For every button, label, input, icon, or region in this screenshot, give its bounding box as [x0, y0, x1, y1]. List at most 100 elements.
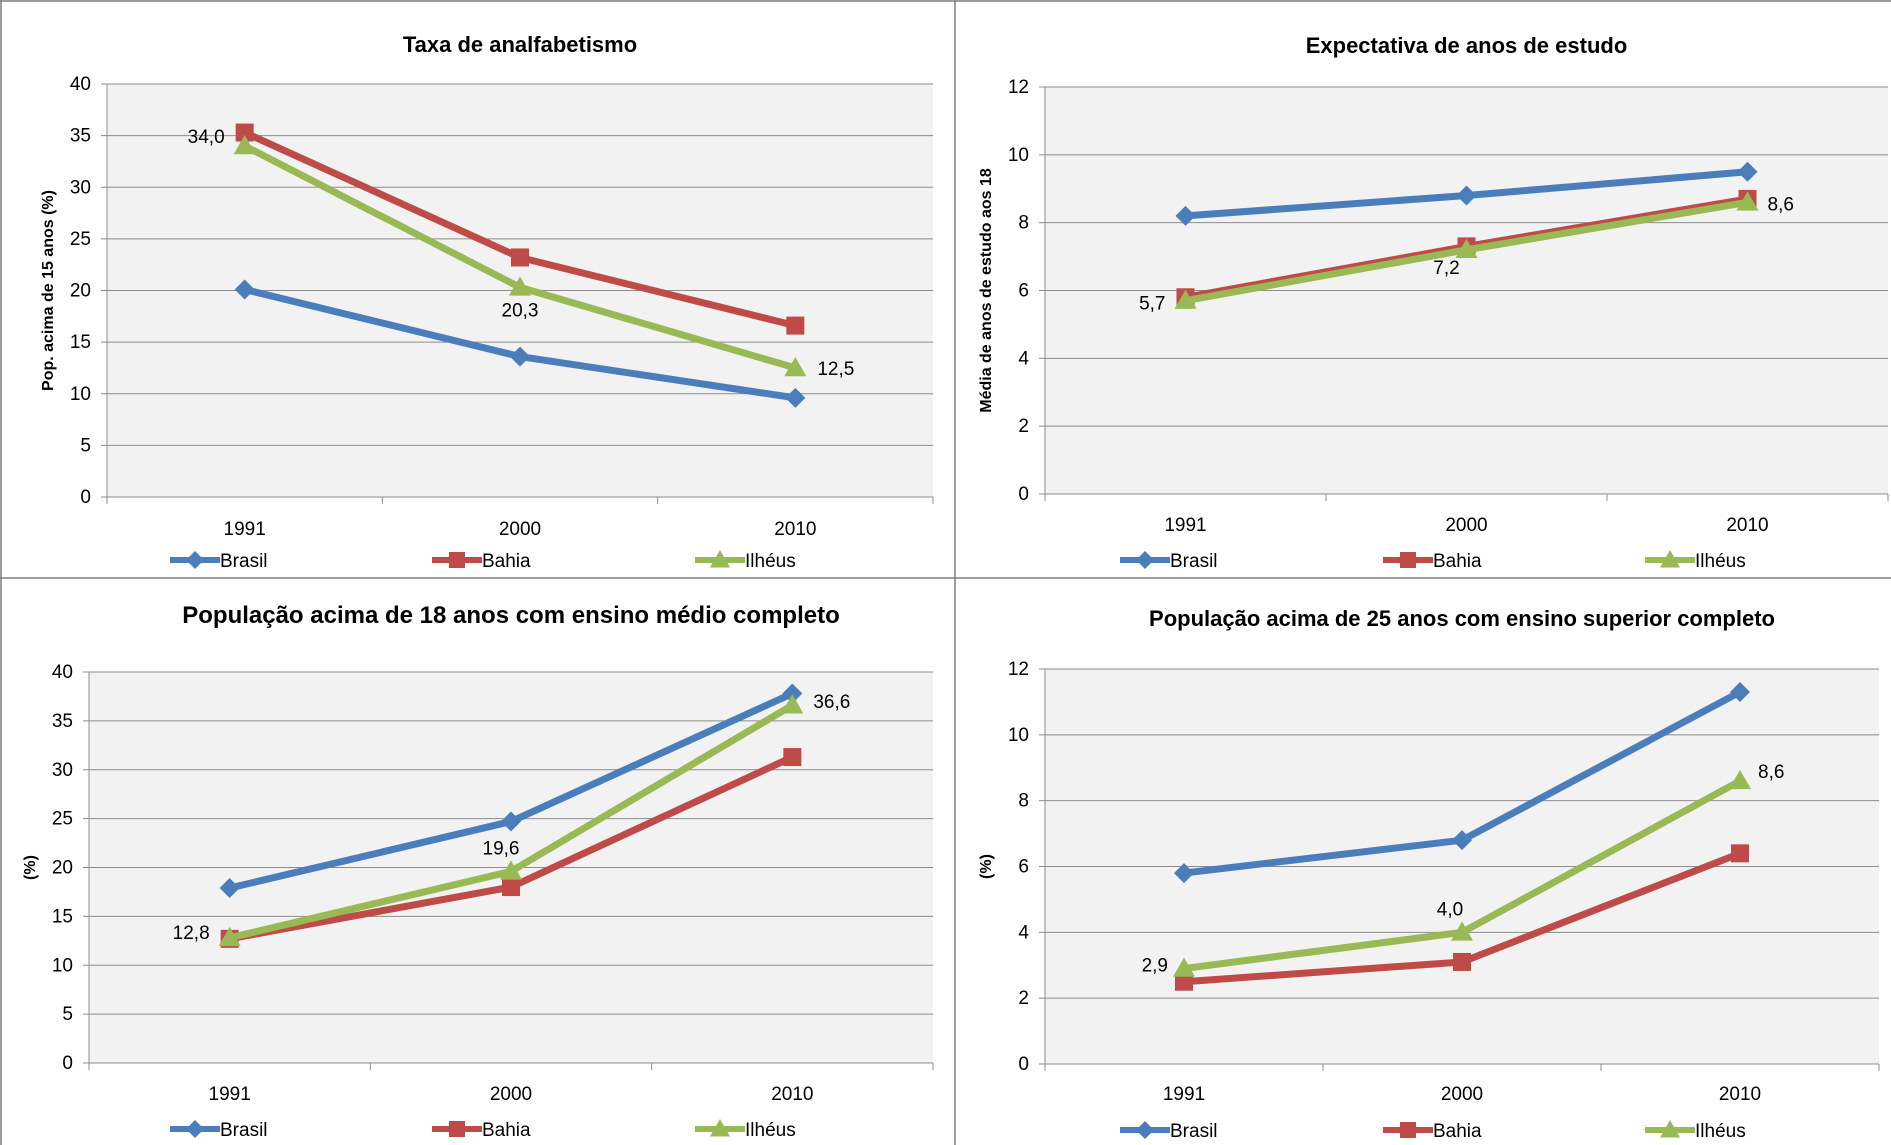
data-point — [782, 683, 803, 704]
y-tick-label: 4 — [1018, 348, 1029, 369]
legend-item-ilhéus: Ilhéus — [1645, 1120, 1746, 1142]
legend-item-bahia: Bahia — [1383, 551, 1482, 572]
legend-marker — [449, 1121, 465, 1137]
legend-item-ilhéus: Ilhéus — [695, 1119, 796, 1141]
y-tick-label: 0 — [1018, 484, 1029, 505]
data-label: 4,0 — [1437, 899, 1463, 920]
legend-marker — [1660, 1120, 1680, 1138]
data-point — [786, 316, 805, 335]
data-point — [501, 811, 521, 832]
y-tick-label: 30 — [52, 760, 73, 781]
y-tick-label: 10 — [52, 955, 73, 976]
data-point — [1731, 844, 1749, 863]
y-tick-label: 35 — [52, 711, 73, 732]
legend-item-bahia: Bahia — [432, 551, 531, 572]
legend-label: Brasil — [1170, 551, 1218, 572]
legend-item-ilhéus: Ilhéus — [695, 550, 796, 572]
y-tick-label: 15 — [52, 906, 73, 927]
data-point — [1736, 191, 1759, 211]
y-axis-label: Média de anos de estudo aos 18 — [978, 168, 995, 413]
data-point — [234, 279, 255, 300]
x-tick-label: 2010 — [771, 1084, 813, 1105]
data-point — [1174, 289, 1197, 309]
chart-title: Taxa de analfabetismo — [403, 32, 637, 57]
chart-panel-expected-schooling: 0 2 4 6 8 10 12 1991 2000 2010 Expectativa de anos… — [955, 0, 1891, 578]
y-tick-label: 25 — [70, 229, 91, 250]
y-tick-label: 20 — [52, 858, 73, 879]
series-ilhéus — [233, 134, 807, 377]
data-point — [784, 356, 807, 377]
legend-marker — [1136, 1121, 1154, 1139]
data-label: 12,5 — [817, 359, 854, 380]
data-point — [1451, 921, 1473, 941]
x-tick-label: 1991 — [1164, 515, 1206, 536]
y-tick-label: 8 — [1018, 213, 1029, 234]
x-tick-label: 2010 — [1719, 1084, 1761, 1105]
data-label: 2,9 — [1142, 956, 1168, 977]
legend-label: Brasil — [220, 1120, 268, 1141]
chart-title: População acima de 18 anos com ensino mé… — [182, 602, 840, 629]
legend-item-bahia: Bahia — [1383, 1121, 1482, 1142]
y-tick-label: 35 — [70, 126, 91, 147]
data-point — [1455, 238, 1478, 259]
legend-label: Ilhéus — [745, 1120, 796, 1141]
x-tick-label: 2010 — [774, 519, 816, 540]
data-point — [509, 276, 531, 296]
data-point — [1453, 952, 1471, 971]
legend-marker — [1660, 550, 1680, 568]
legend-item-ilhéus: Ilhéus — [1645, 550, 1746, 572]
y-tick-label: 0 — [62, 1053, 73, 1074]
y-tick-label: 10 — [1008, 725, 1029, 746]
data-point — [510, 346, 530, 367]
series-brasil — [219, 683, 803, 899]
y-tick-label: 0 — [1018, 1054, 1029, 1075]
data-point — [500, 860, 522, 880]
y-tick-label: 6 — [1018, 857, 1029, 878]
y-tick-label: 0 — [80, 487, 91, 508]
chart-svg: 0 2 4 6 8 10 12 1991 2000 2010 População acima de … — [978, 606, 1880, 1142]
legend-marker — [710, 1119, 730, 1137]
data-point — [781, 694, 804, 714]
legend-label: Bahia — [482, 1120, 531, 1141]
legend-label: Bahia — [1433, 551, 1482, 572]
legend-label: Bahia — [482, 551, 531, 572]
legend-marker — [710, 550, 730, 568]
data-point — [783, 748, 802, 767]
y-tick-label: 10 — [1008, 145, 1029, 166]
y-tick-label: 30 — [70, 177, 91, 198]
chart-svg: 0 5 10 15 20 25 30 35 40 1991 2000 2010 População ac… — [22, 602, 934, 1141]
y-tick-label: 40 — [52, 662, 73, 683]
data-point — [1730, 682, 1750, 703]
y-tick-label: 40 — [70, 74, 91, 95]
data-point — [219, 878, 240, 899]
legend-marker — [186, 551, 204, 569]
data-label: 19,6 — [483, 838, 520, 859]
x-tick-label: 2010 — [1726, 515, 1768, 536]
data-point — [502, 878, 520, 897]
series-ilhéus — [1174, 191, 1759, 309]
y-tick-label: 12 — [1008, 659, 1029, 680]
legend-label: Brasil — [1170, 1121, 1218, 1142]
y-tick-label: 15 — [70, 332, 91, 353]
data-point — [1452, 830, 1472, 851]
data-point — [785, 387, 806, 408]
data-point — [1175, 205, 1196, 226]
y-tick-label: 6 — [1018, 281, 1029, 302]
legend-marker — [186, 1120, 204, 1138]
data-label: 20,3 — [502, 300, 539, 321]
x-tick-label: 2000 — [490, 1084, 532, 1105]
y-tick-label: 2 — [1018, 416, 1029, 437]
x-tick-label: 1991 — [1163, 1084, 1205, 1105]
data-label: 7,2 — [1433, 258, 1459, 279]
data-point — [511, 248, 529, 267]
legend-label: Bahia — [1433, 1121, 1482, 1142]
chart-panel-high-school: 0 5 10 15 20 25 30 35 40 1991 2000 2010 População ac… — [0, 578, 955, 1145]
legend-item-brasil: Brasil — [170, 1120, 268, 1141]
x-tick-label: 2000 — [499, 519, 541, 540]
series-bahia — [1175, 844, 1749, 991]
y-tick-label: 5 — [80, 435, 91, 456]
data-point — [218, 926, 241, 947]
y-tick-label: 25 — [52, 809, 73, 830]
